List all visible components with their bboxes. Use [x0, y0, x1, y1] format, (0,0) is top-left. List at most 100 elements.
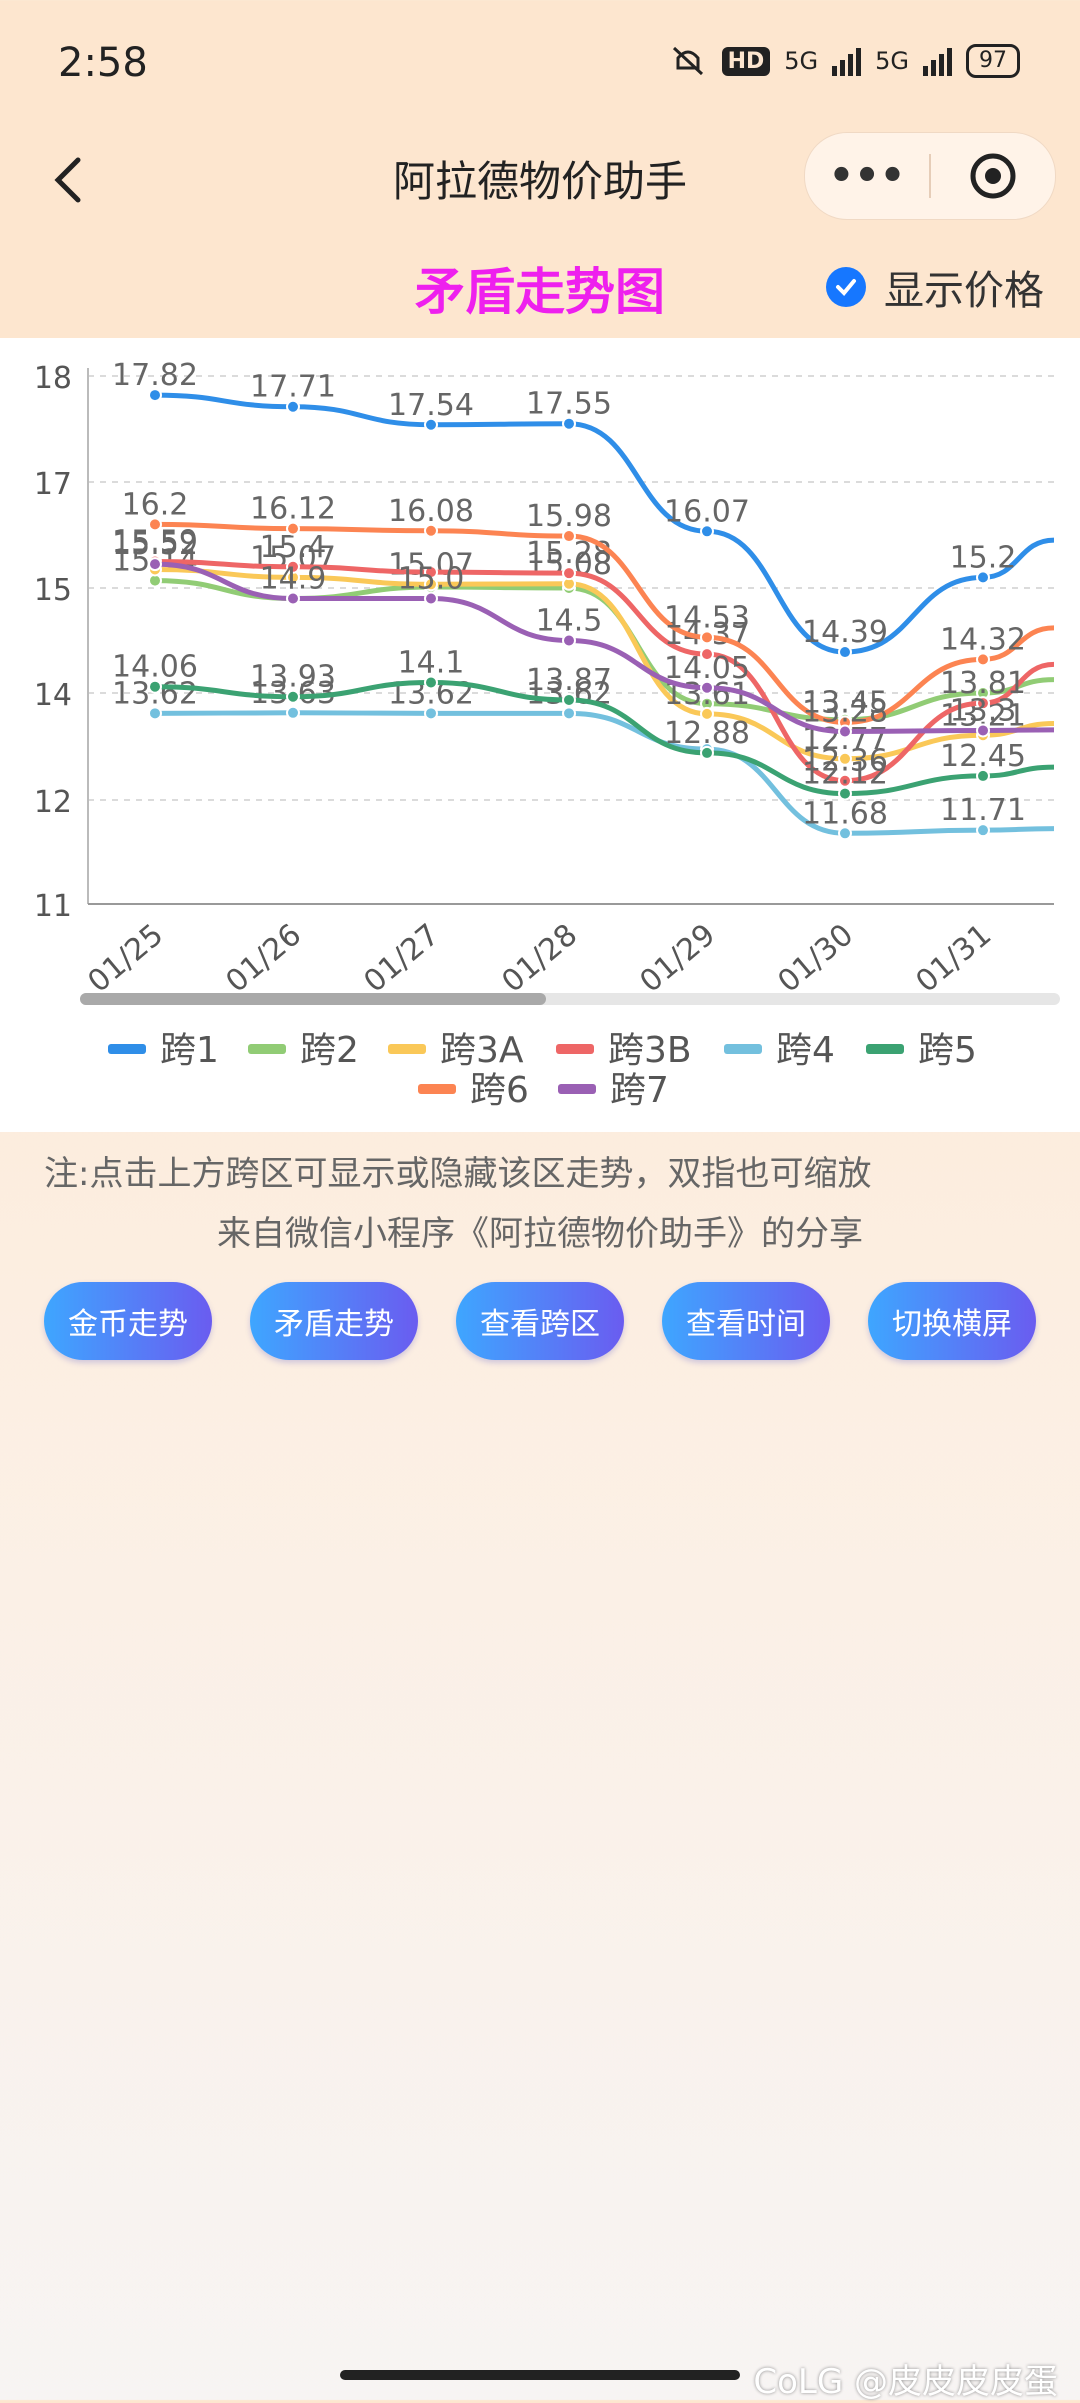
- data-point[interactable]: [700, 647, 714, 662]
- data-point[interactable]: [838, 786, 852, 801]
- status-icons: HD 5G 5G 97: [668, 44, 1020, 78]
- legend-swatch[interactable]: [724, 1044, 762, 1054]
- legend-swatch[interactable]: [558, 1084, 596, 1094]
- series-line-0[interactable]: [154, 392, 1055, 655]
- legend-item-label[interactable]: 跨3B: [608, 1030, 692, 1071]
- legend-swatch[interactable]: [388, 1044, 426, 1054]
- chart-scroll-thumb[interactable]: [80, 993, 546, 1005]
- legend-item-label[interactable]: 跨5: [918, 1030, 977, 1071]
- miniprogram-capsule: •••: [804, 132, 1056, 220]
- legend-swatch[interactable]: [866, 1044, 904, 1054]
- line-chart-svg[interactable]: 18 17 15 14 12 11 01/25 01/26 01/27 01/28 01/29 01/…: [0, 338, 1080, 1132]
- show-price-label: 显示价格: [884, 268, 1044, 314]
- data-point[interactable]: [562, 529, 576, 544]
- view-server-button[interactable]: 查看跨区: [456, 1282, 624, 1360]
- data-point[interactable]: [424, 417, 438, 432]
- data-point[interactable]: [286, 591, 300, 606]
- status-bar: 2:58 HD 5G 5G 97: [0, 0, 1080, 130]
- data-label: 12.45: [940, 739, 1026, 774]
- price-chart[interactable]: 18 17 15 14 12 11 01/25 01/26 01/27 01/28 01/29 01/…: [0, 338, 1080, 1132]
- data-point[interactable]: [976, 652, 990, 667]
- home-indicator[interactable]: [340, 2370, 740, 2380]
- series-line-3[interactable]: [154, 559, 1055, 784]
- data-point[interactable]: [562, 706, 576, 721]
- data-point[interactable]: [286, 705, 300, 720]
- target-icon[interactable]: [931, 151, 1055, 201]
- data-point[interactable]: [562, 633, 576, 648]
- data-point[interactable]: [976, 768, 990, 783]
- legend-item-label[interactable]: 跨1: [160, 1030, 219, 1071]
- data-label: 17.55: [526, 387, 612, 422]
- data-point[interactable]: [838, 826, 852, 841]
- checkbox-checked-icon[interactable]: [826, 267, 866, 307]
- data-point[interactable]: [838, 751, 852, 766]
- x-tick-label: 01/31: [909, 917, 998, 999]
- data-label: 17.82: [112, 358, 198, 393]
- view-time-button[interactable]: 查看时间: [662, 1282, 830, 1360]
- data-point[interactable]: [700, 706, 714, 721]
- data-point[interactable]: [424, 523, 438, 538]
- x-tick-label: 01/27: [357, 917, 446, 999]
- landscape-toggle-button[interactable]: 切换横屏: [868, 1282, 1036, 1360]
- legend-item-label[interactable]: 跨3A: [440, 1030, 524, 1071]
- gold-trend-button[interactable]: 金币走势: [44, 1282, 212, 1360]
- data-point[interactable]: [562, 692, 576, 707]
- series-line-5[interactable]: [154, 679, 1055, 797]
- data-point[interactable]: [976, 823, 990, 838]
- data-point[interactable]: [148, 517, 162, 532]
- legend-item-label[interactable]: 跨2: [300, 1030, 359, 1071]
- data-point[interactable]: [424, 565, 438, 580]
- legend-item-label[interactable]: 跨6: [470, 1070, 529, 1111]
- show-price-toggle[interactable]: 显示价格: [826, 258, 1044, 316]
- data-label: 17.71: [250, 370, 336, 405]
- data-point[interactable]: [286, 689, 300, 704]
- data-point[interactable]: [424, 591, 438, 606]
- legend-swatch[interactable]: [248, 1044, 286, 1054]
- data-label: 14.06: [112, 650, 198, 685]
- data-point[interactable]: [562, 416, 576, 431]
- x-tick-label: 01/29: [633, 917, 722, 999]
- data-label: 17.54: [388, 388, 474, 423]
- data-label: 14.32: [940, 622, 1026, 657]
- legend-item-label[interactable]: 跨7: [610, 1070, 669, 1111]
- data-point[interactable]: [700, 680, 714, 695]
- data-point[interactable]: [976, 723, 990, 738]
- page-title: 阿拉德物价助手: [392, 157, 687, 206]
- data-point[interactable]: [148, 706, 162, 721]
- data-label: 16.07: [664, 494, 750, 529]
- data-point[interactable]: [700, 745, 714, 760]
- data-point[interactable]: [286, 521, 300, 536]
- series-line-6[interactable]: [154, 521, 1055, 725]
- legend-swatch[interactable]: [556, 1044, 594, 1054]
- data-point[interactable]: [562, 566, 576, 581]
- data-label: 13.3: [950, 693, 1017, 728]
- data-label: 16.2: [122, 487, 189, 522]
- data-point[interactable]: [148, 557, 162, 572]
- data-point[interactable]: [700, 630, 714, 645]
- data-point[interactable]: [286, 399, 300, 414]
- mute-icon: [672, 46, 703, 76]
- data-point[interactable]: [976, 696, 990, 711]
- series-line-4[interactable]: [154, 710, 1055, 836]
- y-tick-label: 17: [34, 467, 72, 502]
- data-point[interactable]: [976, 570, 990, 585]
- data-point[interactable]: [700, 524, 714, 539]
- data-point[interactable]: [838, 724, 852, 739]
- legend-item-label[interactable]: 跨4: [776, 1030, 835, 1071]
- data-point[interactable]: [424, 675, 438, 690]
- data-point[interactable]: [424, 706, 438, 721]
- legend-swatch[interactable]: [418, 1084, 456, 1094]
- data-point[interactable]: [286, 559, 300, 574]
- data-point[interactable]: [148, 679, 162, 694]
- data-point[interactable]: [148, 388, 162, 403]
- data-label: 13.81: [940, 666, 1026, 701]
- legend-swatch[interactable]: [108, 1044, 146, 1054]
- source-text: 来自微信小程序《阿拉德物价助手》的分享: [217, 1214, 863, 1254]
- data-point[interactable]: [838, 645, 852, 660]
- contradiction-trend-button[interactable]: 矛盾走势: [250, 1282, 418, 1360]
- data-label: 12.12: [802, 757, 888, 792]
- nav-bar: 阿拉德物价助手 •••: [0, 130, 1080, 240]
- series-line-2[interactable]: [154, 566, 1055, 762]
- more-dots-icon[interactable]: •••: [828, 153, 906, 199]
- back-arrow-icon[interactable]: [40, 150, 100, 210]
